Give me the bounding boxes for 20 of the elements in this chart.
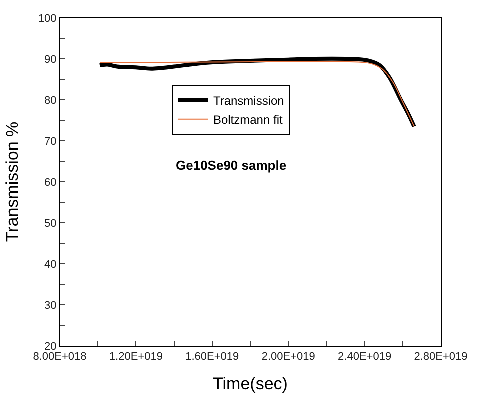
y-tick-label: 80 [44, 94, 57, 107]
x-tick-label: 1.20E+019 [109, 351, 163, 364]
annotation: Ge10Se90 sample [176, 158, 287, 173]
x-axis-title: Time(sec) [213, 374, 288, 394]
legend-label: Transmission [213, 94, 284, 108]
x-tick-label: 2.80E+019 [414, 351, 468, 364]
y-tick-label: 90 [44, 54, 57, 66]
y-tick-label: 30 [44, 300, 57, 312]
x-tick-label: 1.60E+019 [186, 351, 240, 364]
y-tick-label: 40 [44, 258, 57, 271]
x-tick-label: 2.00E+019 [262, 351, 316, 364]
y-tick-label: 70 [44, 136, 57, 148]
y-tick-label: 50 [44, 218, 57, 230]
y-axis-title: Transmission % [2, 122, 22, 242]
x-tick-label: 2.40E+019 [338, 351, 392, 364]
legend-label: Boltzmann fit [213, 113, 284, 128]
x-tick-label: 8.00E+018 [33, 351, 87, 364]
y-tick-label: 60 [44, 176, 57, 189]
y-tick-label: 100 [38, 12, 57, 25]
y-tick-label: 20 [44, 340, 57, 353]
